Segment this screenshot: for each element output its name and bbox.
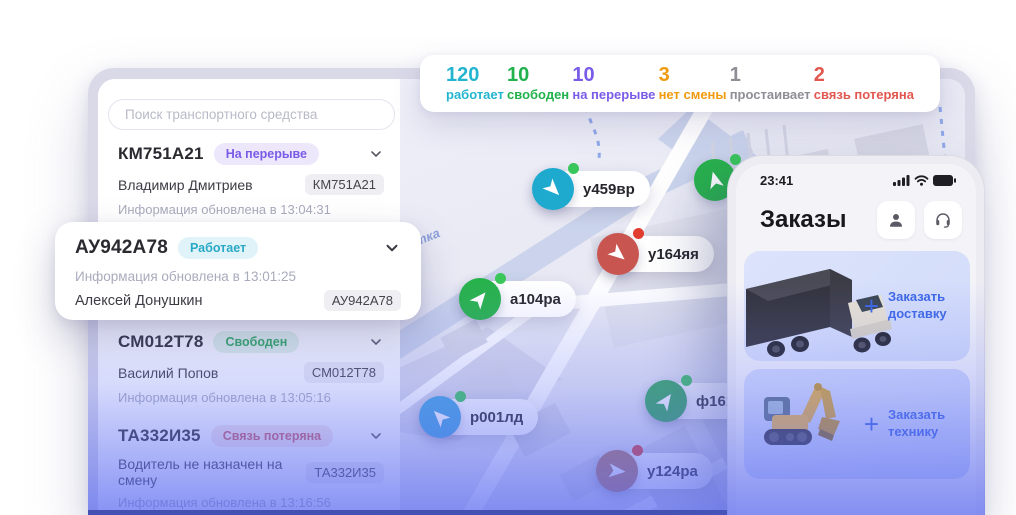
stat-no-shift: 3 нет смены <box>659 65 727 102</box>
order-equipment-button[interactable]: + Заказать технику <box>864 407 960 441</box>
stat-label: связь потеряна <box>813 87 914 103</box>
vehicle-marker-u164yaya[interactable]: у164яя <box>597 228 714 275</box>
update-info: Информация обновлена в 13:16:56 <box>118 495 331 510</box>
update-info: Информация обновлена в 13:05:16 <box>118 390 331 405</box>
stat-value: 2 <box>813 64 825 87</box>
plus-icon: + <box>863 409 879 439</box>
stat-working: 120 работает <box>446 65 504 102</box>
support-headset-icon <box>936 213 950 228</box>
plate-tag: КМ751А21 <box>304 174 384 195</box>
status-dot-icon <box>455 391 466 402</box>
status-dot-icon <box>632 445 643 456</box>
vehicle-marker-u124ra[interactable]: у124ра <box>596 445 713 492</box>
update-info: Информация обновлена в 13:04:31 <box>118 202 331 217</box>
status-dot-icon <box>730 154 741 165</box>
vehicle-plate: КМ751А21 <box>118 144 204 163</box>
vehicle-direction-icon <box>532 168 574 210</box>
stat-label: нет смены <box>658 87 727 103</box>
fleet-stats-bar: 120 работает 10 свободен 10 на перерыве … <box>420 55 940 112</box>
vehicle-direction-icon <box>645 380 687 422</box>
chevron-down-icon[interactable] <box>368 146 384 162</box>
stat-value: 10 <box>507 64 530 87</box>
order-delivery-button[interactable]: + Заказать доставку <box>864 289 960 323</box>
status-dot-icon <box>568 163 579 174</box>
chevron-down-icon[interactable] <box>368 334 384 350</box>
phone-screen: 23:41 Заказы <box>736 164 976 515</box>
vehicle-marker-a104ra[interactable]: а104ра <box>459 273 576 320</box>
status-badge: На перерыве <box>213 143 320 165</box>
vehicle-marker-u459vr[interactable]: у459вр <box>532 163 650 210</box>
search-input[interactable] <box>108 99 395 130</box>
plus-icon: + <box>863 291 879 321</box>
stat-value: 1 <box>729 64 741 87</box>
vehicle-row-ta332i35[interactable]: ТА332И35 Связь потеряна Водитель не назн… <box>118 423 384 510</box>
stat-on-break: 10 на перерыве <box>572 65 655 102</box>
vehicle-marker-r001ld[interactable]: р001лд <box>419 391 539 438</box>
stat-idle: 1 простаивает <box>730 65 811 102</box>
status-badge: Связь потеряна <box>210 425 334 447</box>
wifi-icon <box>914 175 929 186</box>
status-badge: Свободен <box>213 331 300 353</box>
vehicle-direction-icon <box>419 396 461 438</box>
battery-icon <box>933 175 956 186</box>
stat-label: свободен <box>507 87 570 103</box>
stat-connection-lost: 2 связь потеряна <box>814 65 914 102</box>
stat-free: 10 свободен <box>507 65 569 102</box>
profile-icon <box>890 214 902 227</box>
vehicle-plate: АУ942А78 <box>75 237 168 258</box>
driver-name: Алексей Донушкин <box>75 292 203 309</box>
order-delivery-card[interactable]: + Заказать доставку <box>744 251 970 361</box>
status-dot-icon <box>633 228 644 239</box>
vehicle-direction-icon <box>459 278 501 320</box>
chevron-down-icon[interactable] <box>368 428 384 444</box>
clock: 23:41 <box>760 173 794 188</box>
phone-mockup: 23:41 Заказы <box>727 155 985 515</box>
stat-value: 10 <box>572 64 595 87</box>
status-badge: Работает <box>177 237 259 259</box>
profile-button[interactable] <box>877 201 915 239</box>
vehicle-plate: ТА332И35 <box>118 426 201 445</box>
support-button[interactable] <box>924 201 962 239</box>
driver-name: Владимир Дмитриев <box>118 176 253 193</box>
status-dot-icon <box>681 375 692 386</box>
order-equipment-card[interactable]: + Заказать технику <box>744 369 970 479</box>
stat-value: 120 <box>446 64 480 87</box>
phone-header: Заказы <box>736 201 976 239</box>
stat-label: простаивает <box>729 87 811 103</box>
excavator-image <box>764 383 840 445</box>
driver-name: Водитель не назначен на смену <box>118 456 283 488</box>
stat-value: 3 <box>658 64 670 87</box>
status-dot-icon <box>495 273 506 284</box>
driver-name: Василий Попов <box>118 364 219 381</box>
vehicle-direction-icon <box>597 233 639 275</box>
plate-tag: СМ012Т78 <box>303 362 384 383</box>
vehicle-direction-icon <box>596 450 638 492</box>
vehicle-row-sm012t78[interactable]: СМ012Т78 Свободен Василий Попов СМ012Т78… <box>118 329 384 405</box>
signal-icon <box>893 175 910 186</box>
stat-label: работает <box>446 87 504 103</box>
chevron-down-icon[interactable] <box>383 239 401 257</box>
vehicle-row-km751a21[interactable]: КМ751А21 На перерыве Владимир Дмитриев К… <box>118 141 384 217</box>
phone-status-bar: 23:41 <box>736 164 976 188</box>
page-title: Заказы <box>760 206 847 233</box>
plate-tag: ТА332И35 <box>306 461 384 483</box>
update-info: Информация обновлена в 13:01:25 <box>75 269 297 284</box>
vehicle-card-expanded[interactable]: АУ942А78 Работает Информация обновлена в… <box>55 222 421 320</box>
stat-label: на перерыве <box>572 87 656 103</box>
vehicle-plate: СМ012Т78 <box>118 332 204 351</box>
plate-tag: АУ942А78 <box>323 290 401 311</box>
